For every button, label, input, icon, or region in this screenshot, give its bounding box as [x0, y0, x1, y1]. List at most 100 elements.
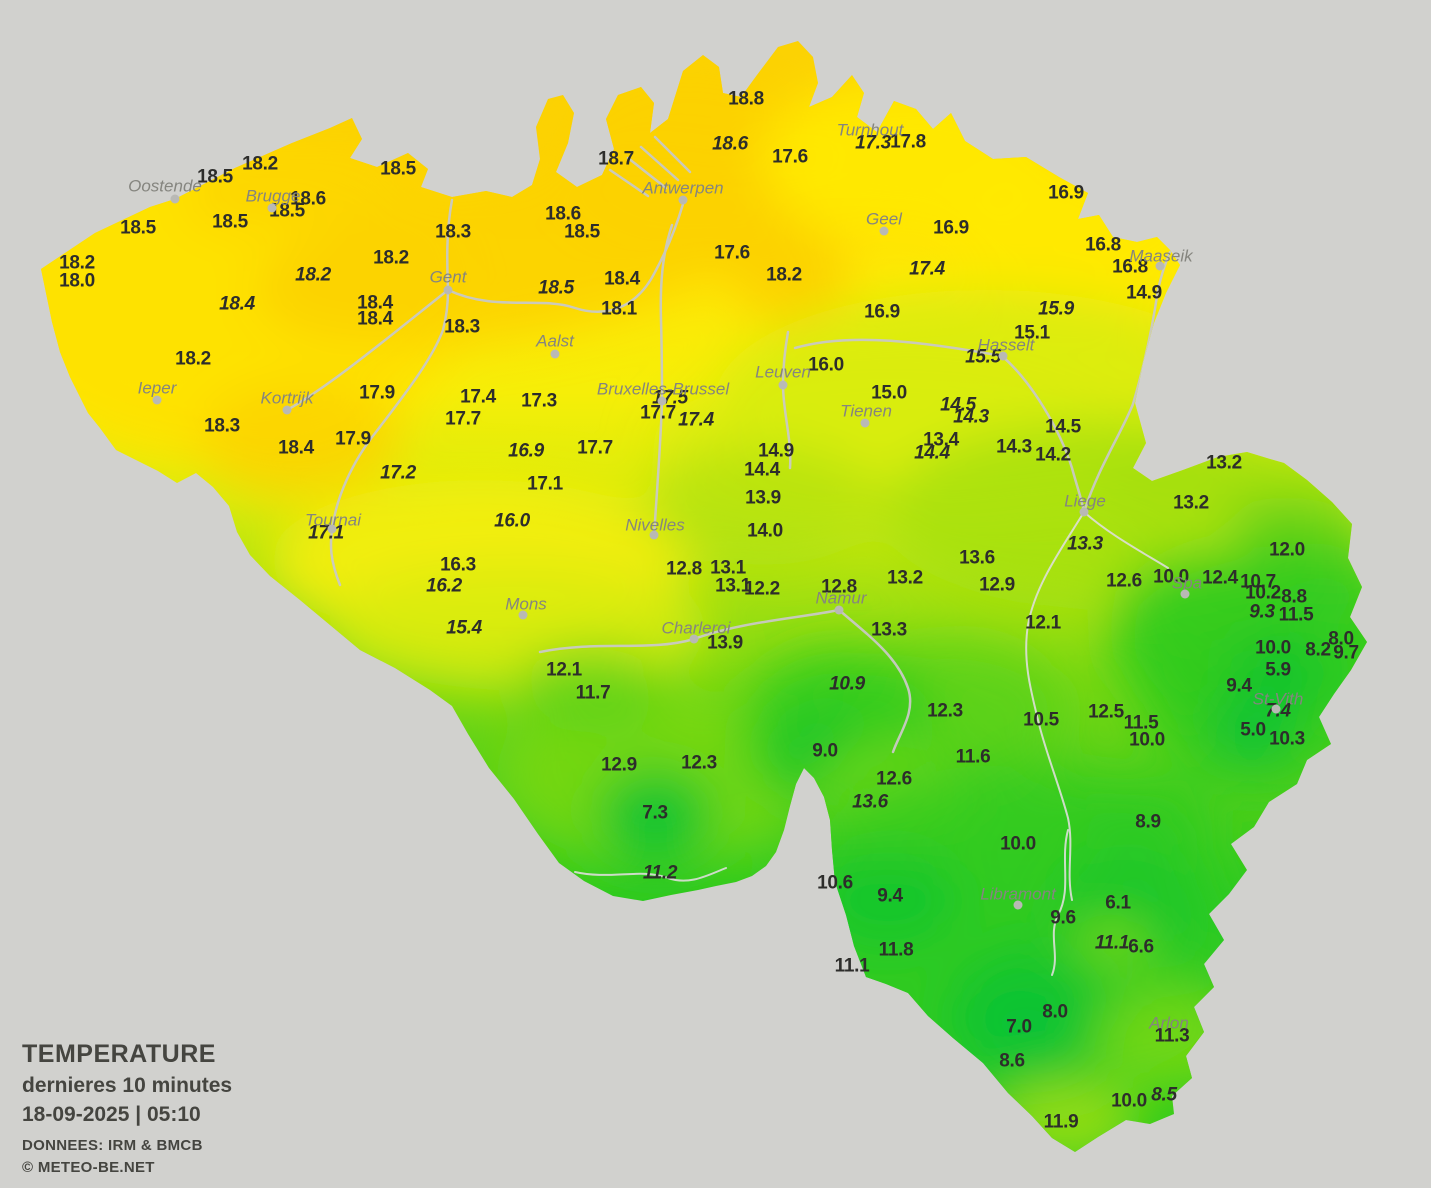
station-temp: 13.9 — [707, 632, 743, 654]
station-temp: 14.4 — [744, 459, 780, 481]
station-temp: 10.0 — [1255, 637, 1291, 659]
station-temp: 17.4 — [909, 258, 945, 280]
station-temp: 17.7 — [577, 437, 613, 459]
station-temp: 16.8 — [1085, 234, 1121, 256]
city-label: Charleroi — [661, 618, 731, 638]
city-label: Tienen — [840, 401, 892, 421]
city-label: Antwerpen — [642, 178, 724, 198]
station-temp: 11.3 — [1154, 1025, 1190, 1047]
city-label: Bruxelles-Brussel — [596, 379, 730, 399]
station-temp: 18.8 — [728, 88, 764, 110]
station-temp: 11.1 — [834, 955, 870, 977]
station-temp: 18.5 — [564, 221, 600, 243]
city-label: Turnhout — [836, 120, 904, 140]
city-label: Geel — [866, 209, 902, 229]
station-temp: 16.2 — [426, 575, 462, 597]
station-temp: 13.2 — [1173, 492, 1209, 514]
city-label: Oostende — [128, 176, 202, 196]
station-temp: 12.9 — [979, 574, 1015, 596]
station-temp: 13.2 — [887, 567, 923, 589]
city-dot — [1079, 507, 1089, 517]
station-temp: 11.5 — [1123, 712, 1159, 734]
city-label: Kortrijk — [260, 388, 314, 408]
station-temp: 18.2 — [242, 153, 278, 175]
station-temp: 13.1 — [710, 557, 746, 579]
station-temp: 10.3 — [1269, 728, 1305, 750]
station-temp: 18.5 — [538, 277, 574, 299]
station-temp: 9.4 — [877, 885, 903, 907]
map-datetime: 18-09-2025 | 05:10 — [22, 1103, 201, 1126]
station-temp: 13.3 — [871, 619, 907, 641]
station-temp: 18.5 — [197, 166, 233, 188]
city-label: Leuven — [755, 362, 811, 382]
station-temp: 13.3 — [1067, 533, 1103, 555]
station-temp: 17.2 — [380, 462, 416, 484]
station-temp: 18.3 — [204, 415, 240, 437]
station-temp: 14.5 — [1045, 416, 1081, 438]
station-temp: 12.8 — [666, 558, 702, 580]
station-temp: 18.2 — [295, 264, 331, 286]
station-temp: 15.1 — [1014, 322, 1050, 344]
city-label: Spa — [1171, 573, 1203, 593]
station-temp: 11.2 — [642, 862, 678, 884]
city-dot — [649, 530, 659, 540]
station-temp: 13.2 — [1206, 452, 1242, 474]
station-temp: 17.7 — [640, 402, 676, 424]
station-temp: 18.5 — [212, 211, 248, 233]
station-temp: 10.0 — [1111, 1090, 1147, 1112]
city-dot — [860, 418, 870, 428]
station-temp: 17.3 — [855, 132, 891, 154]
station-temp: 10.0 — [1129, 729, 1165, 751]
city-label: Hasselt — [977, 335, 1035, 355]
station-temp: 8.9 — [1135, 811, 1161, 833]
city-dot — [1180, 589, 1190, 599]
station-temp: 18.4 — [278, 437, 314, 459]
station-temp: 6.6 — [1128, 936, 1154, 958]
station-temp: 8.6 — [999, 1050, 1025, 1072]
station-temp: 14.3 — [996, 436, 1032, 458]
city-dot — [152, 395, 162, 405]
station-temp: 17.8 — [890, 131, 926, 153]
station-temp: 18.2 — [175, 348, 211, 370]
station-temp: 12.0 — [1269, 539, 1305, 561]
city-label: Libramont — [980, 884, 1056, 904]
station-temp: 12.8 — [821, 576, 857, 598]
city-label: Tournai — [304, 510, 362, 530]
station-temp: 17.3 — [521, 390, 557, 412]
station-temp: 13.4 — [923, 429, 959, 451]
station-temp: 12.1 — [546, 659, 582, 681]
station-temp: 18.4 — [357, 308, 393, 330]
city-dot — [678, 195, 688, 205]
station-temp: 9.0 — [812, 740, 838, 762]
station-temp: 14.9 — [758, 440, 794, 462]
station-temp: 18.2 — [373, 247, 409, 269]
city-dot — [689, 634, 699, 644]
station-temp: 16.3 — [440, 554, 476, 576]
station-temp: 7.3 — [642, 802, 668, 824]
station-temp: 15.0 — [871, 382, 907, 404]
city-label: Mons — [505, 594, 547, 614]
city-dot — [998, 351, 1008, 361]
station-temp: 12.4 — [1202, 567, 1238, 589]
station-temp: 12.1 — [1025, 612, 1061, 634]
station-temp: 17.6 — [714, 242, 750, 264]
station-temp: 17.9 — [359, 382, 395, 404]
station-temp: 13.9 — [745, 487, 781, 509]
station-temp: 12.2 — [744, 578, 780, 600]
station-temp: 10.7 — [1240, 571, 1276, 593]
city-dot — [170, 194, 180, 204]
station-temp: 11.1 — [1094, 932, 1130, 954]
city-label: Aalst — [536, 331, 574, 351]
station-temp: 16.9 — [1048, 182, 1084, 204]
station-temp: 16.0 — [494, 510, 530, 532]
station-temp: 5.9 — [1265, 659, 1291, 681]
station-temp: 16.9 — [508, 440, 544, 462]
city-dot — [443, 285, 453, 295]
city-dot — [657, 396, 667, 406]
station-temp: 18.3 — [435, 221, 471, 243]
city-label: Liege — [1064, 491, 1106, 511]
station-temp: 14.2 — [1035, 444, 1071, 466]
station-temp: 17.9 — [335, 428, 371, 450]
station-temp: 6.1 — [1105, 892, 1131, 914]
